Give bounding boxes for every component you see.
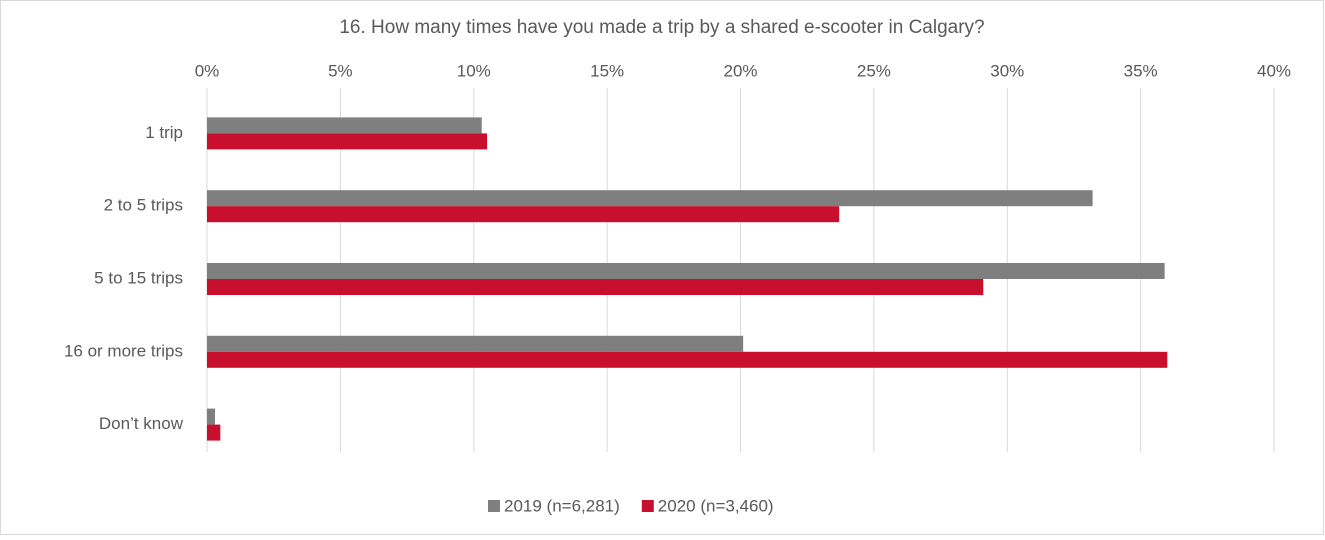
bar <box>207 206 840 223</box>
x-tick-label: 35% <box>1124 61 1158 80</box>
x-tick-label: 25% <box>857 61 891 80</box>
x-tick-label: 40% <box>1257 61 1291 80</box>
bar <box>207 408 216 425</box>
y-tick-label: 16 or more trips <box>64 341 183 360</box>
y-tick-label: Don’t know <box>99 414 184 433</box>
x-tick-label: 20% <box>723 61 757 80</box>
legend-swatch <box>488 500 500 512</box>
bar <box>207 351 1168 368</box>
chart-title: 16. How many times have you made a trip … <box>339 17 984 38</box>
bar <box>207 117 482 134</box>
bar <box>207 279 984 295</box>
legend-label: 2019 (n=6,281) <box>504 496 620 515</box>
x-tick-label: 30% <box>990 61 1024 80</box>
x-tick-label: 0% <box>195 61 220 80</box>
bar <box>207 263 1165 279</box>
legend-label: 2020 (n=3,460) <box>658 496 774 515</box>
y-tick-label: 2 to 5 trips <box>104 196 183 215</box>
x-tick-label: 10% <box>457 61 491 80</box>
y-tick-label: 1 trip <box>145 123 183 142</box>
x-tick-label: 5% <box>328 61 353 80</box>
bar <box>207 133 488 150</box>
bar <box>207 335 744 352</box>
y-tick-label: 5 to 15 trips <box>94 268 183 287</box>
legend-swatch <box>641 500 654 512</box>
x-tick-label: 15% <box>590 61 624 80</box>
bar <box>207 424 221 441</box>
bar <box>207 190 1093 207</box>
